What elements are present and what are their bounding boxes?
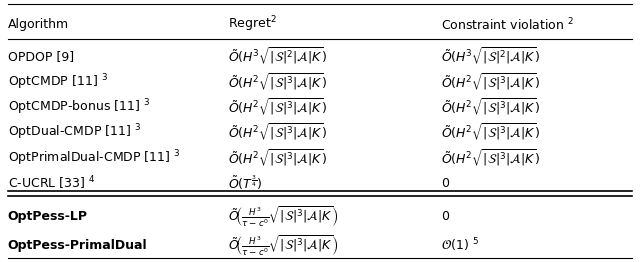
Text: $\tilde{O}(H^3\sqrt{|\mathcal{S}|^2|\mathcal{A}|K})$: $\tilde{O}(H^3\sqrt{|\mathcal{S}|^2|\mat… xyxy=(441,46,540,67)
Text: $\tilde{O}(H^2\sqrt{|\mathcal{S}|^3|\mathcal{A}|K})$: $\tilde{O}(H^2\sqrt{|\mathcal{S}|^3|\mat… xyxy=(228,147,326,168)
Text: $\tilde{O}(H^2\sqrt{|\mathcal{S}|^3|\mathcal{A}|K})$: $\tilde{O}(H^2\sqrt{|\mathcal{S}|^3|\mat… xyxy=(228,122,326,143)
Text: $\tilde{O}(H^2\sqrt{|\mathcal{S}|^3|\mathcal{A}|K})$: $\tilde{O}(H^2\sqrt{|\mathcal{S}|^3|\mat… xyxy=(441,72,540,93)
Text: OptCMDP-bonus [11] $^3$: OptCMDP-bonus [11] $^3$ xyxy=(8,97,150,117)
Text: $\tilde{O}(H^3\sqrt{|\mathcal{S}|^2|\mathcal{A}|K})$: $\tilde{O}(H^3\sqrt{|\mathcal{S}|^2|\mat… xyxy=(228,46,326,67)
Text: Algorithm: Algorithm xyxy=(8,18,69,31)
Text: OptPrimalDual-CMDP [11] $^3$: OptPrimalDual-CMDP [11] $^3$ xyxy=(8,148,180,168)
Text: $\tilde{O}(T^{\frac{3}{4}})$: $\tilde{O}(T^{\frac{3}{4}})$ xyxy=(228,174,262,192)
Text: OptPess-LP: OptPess-LP xyxy=(8,210,88,223)
Text: 0: 0 xyxy=(441,210,449,223)
Text: $\tilde{O}\!\left(\frac{H^3}{\tau-c^0}\sqrt{|\mathcal{S}|^3|\mathcal{A}|K}\right: $\tilde{O}\!\left(\frac{H^3}{\tau-c^0}\s… xyxy=(228,233,338,258)
Text: $\mathcal{O}(1)$ $^5$: $\mathcal{O}(1)$ $^5$ xyxy=(441,236,479,254)
Text: OptCMDP [11] $^3$: OptCMDP [11] $^3$ xyxy=(8,72,108,92)
Text: OptDual-CMDP [11] $^3$: OptDual-CMDP [11] $^3$ xyxy=(8,123,141,143)
Text: $\tilde{O}(H^2\sqrt{|\mathcal{S}|^3|\mathcal{A}|K})$: $\tilde{O}(H^2\sqrt{|\mathcal{S}|^3|\mat… xyxy=(441,97,540,118)
Text: C-UCRL [33] $^4$: C-UCRL [33] $^4$ xyxy=(8,174,95,192)
Text: $\tilde{O}(H^2\sqrt{|\mathcal{S}|^3|\mathcal{A}|K})$: $\tilde{O}(H^2\sqrt{|\mathcal{S}|^3|\mat… xyxy=(228,97,326,118)
Text: $\tilde{O}(H^2\sqrt{|\mathcal{S}|^3|\mathcal{A}|K})$: $\tilde{O}(H^2\sqrt{|\mathcal{S}|^3|\mat… xyxy=(441,147,540,168)
Text: Constraint violation $^2$: Constraint violation $^2$ xyxy=(441,16,574,33)
Text: Regret$^2$: Regret$^2$ xyxy=(228,15,276,34)
Text: $\tilde{O}\!\left(\frac{H^3}{\tau-c^0}\sqrt{|\mathcal{S}|^3|\mathcal{A}|K}\right: $\tilde{O}\!\left(\frac{H^3}{\tau-c^0}\s… xyxy=(228,204,338,229)
Text: OptPess-PrimalDual: OptPess-PrimalDual xyxy=(8,239,147,252)
Text: OPDOP [9]: OPDOP [9] xyxy=(8,50,74,63)
Text: 0: 0 xyxy=(441,177,449,190)
Text: $\tilde{O}(H^2\sqrt{|\mathcal{S}|^3|\mathcal{A}|K})$: $\tilde{O}(H^2\sqrt{|\mathcal{S}|^3|\mat… xyxy=(441,122,540,143)
Text: $\tilde{O}(H^2\sqrt{|\mathcal{S}|^3|\mathcal{A}|K})$: $\tilde{O}(H^2\sqrt{|\mathcal{S}|^3|\mat… xyxy=(228,72,326,93)
